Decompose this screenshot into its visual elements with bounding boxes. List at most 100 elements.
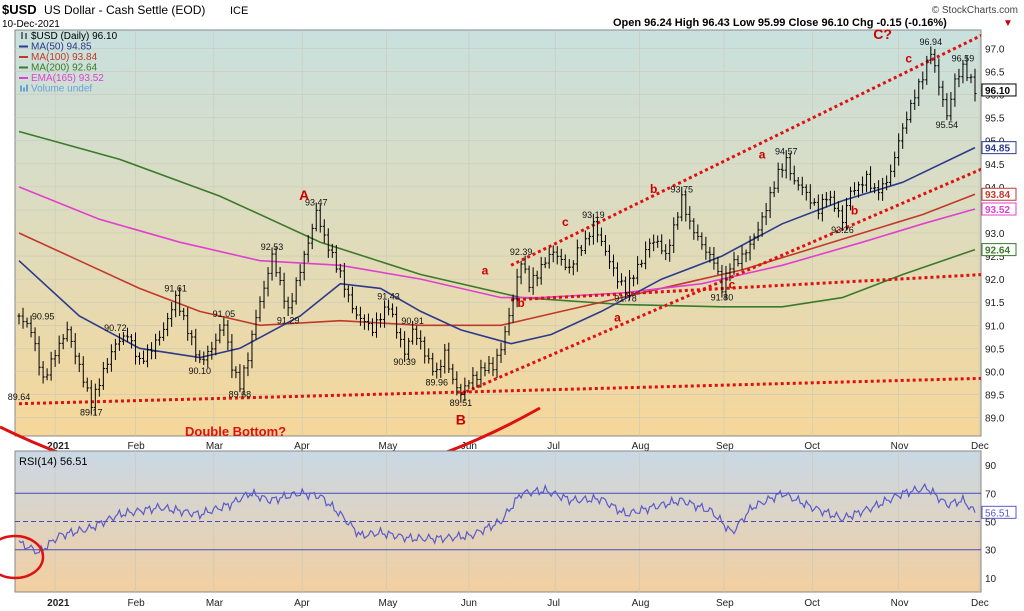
price-tick-label: 96.5: [985, 68, 1005, 79]
ohlc-bar: [885, 175, 889, 191]
ohlc-bar: [350, 286, 354, 314]
ohlc-bar: [230, 334, 234, 379]
ohlc-bar: [648, 238, 652, 258]
ohlc-bar: [676, 212, 680, 230]
ohlc-bar: [459, 383, 463, 403]
ohlc-bar: [85, 377, 89, 392]
ohlc-bar: [362, 314, 367, 330]
ohlc-bar: [507, 307, 511, 336]
price-axis: 89.089.590.090.591.091.592.092.593.093.5…: [985, 44, 1005, 424]
ohlc-bar: [893, 151, 897, 178]
price-label: 90.39: [393, 357, 416, 367]
last-value-text: 96.10: [985, 86, 1010, 97]
wave-label: a: [482, 264, 489, 278]
ohlc-bar: [218, 323, 222, 344]
ohlc-bar: [688, 206, 692, 230]
ohlc-bar: [756, 221, 760, 241]
ohlc-bar: [443, 343, 447, 374]
ohlc-bar: [178, 287, 182, 317]
month-label: May: [379, 598, 398, 609]
last-value-tags: 96.10 94.85 93.84 93.52 92.64: [981, 83, 1017, 257]
ohlc-bar: [539, 256, 543, 285]
ohlc-bar: [89, 380, 93, 415]
ohlc-bar: [796, 177, 800, 191]
month-label: Feb: [127, 441, 145, 452]
rsi-tick-label: 50: [985, 518, 997, 529]
chart-symbol: $USD: [2, 2, 37, 17]
price-tick-label: 97.0: [985, 44, 1005, 55]
ohlc-bar: [917, 78, 921, 107]
ohlc-bar: [374, 312, 379, 338]
ohlc-bar: [720, 264, 724, 298]
ohlc-bar: [644, 241, 648, 270]
ohlc-bar: [712, 247, 716, 270]
ohlc-bar: [53, 349, 57, 367]
ohlc-bar: [145, 344, 150, 368]
last-value-tag: 94.85: [981, 141, 1017, 155]
ohlc-bar: [330, 243, 334, 258]
last-value-text: 92.64: [985, 246, 1010, 257]
ohlc-bar: [840, 205, 845, 231]
ohlc-bar: [194, 328, 198, 362]
ohlc-bar: [551, 245, 555, 263]
ohlc-bar: [310, 223, 314, 250]
ohlc-bar: [447, 342, 451, 374]
ohlc-bar: [901, 123, 905, 149]
ohlc-bar: [403, 331, 407, 363]
ohlc-bar: [844, 197, 849, 231]
ohlc-bar: [342, 262, 346, 298]
ohlc-bar: [394, 306, 399, 339]
ohlc-bar: [57, 335, 61, 364]
ohlc-bar: [965, 55, 969, 82]
ohlc-bar: [555, 246, 559, 265]
ohlc-bar: [125, 327, 130, 343]
price-label: 96.94: [920, 37, 943, 47]
wave-label: c: [562, 215, 569, 229]
ohlc-bar: [941, 80, 945, 107]
price-label: 91.61: [164, 284, 187, 294]
ohlc-bar: [760, 212, 764, 237]
ohlc-bar: [784, 150, 788, 179]
ohlc-bar: [716, 256, 720, 275]
ohlc-bar: [318, 204, 322, 233]
ohlc-bar: [97, 378, 101, 397]
ohlc-bar: [631, 274, 636, 287]
ohlc-bar: [921, 71, 925, 90]
ohlc-bar: [820, 194, 824, 222]
legend-text: EMA(165) 93.52: [31, 73, 104, 84]
wave-label: b: [517, 296, 524, 310]
ohlc-bar: [302, 250, 306, 281]
legend-text: MA(100) 93.84: [31, 52, 98, 63]
legend-item: Volume undef: [20, 84, 92, 95]
price-label: 93.19: [582, 210, 605, 220]
ohlc-bar: [603, 235, 608, 256]
ohlc-bar: [897, 133, 901, 166]
ohlc-bar: [567, 259, 571, 274]
copyright: © StockCharts.com: [932, 5, 1018, 16]
ohlc-bar: [29, 315, 33, 338]
ohlc-bar: [587, 232, 591, 246]
price-label: 91.80: [711, 292, 734, 302]
ohlc-bar: [728, 263, 732, 282]
price-tick-label: 91.0: [985, 321, 1005, 332]
ohlc-bar: [969, 73, 973, 84]
ohlc-bar: [266, 267, 270, 297]
ohlc-bar: [210, 341, 214, 360]
month-label: 2021: [47, 598, 70, 609]
ohlc-bar: [929, 46, 933, 65]
legend-item: MA(200) 92.64: [19, 63, 98, 74]
month-label: Nov: [891, 441, 909, 452]
ohlc-bar: [860, 176, 865, 194]
ohlc-bar: [17, 313, 21, 325]
ohlc-bar: [306, 234, 310, 263]
month-label: Oct: [804, 598, 820, 609]
ohlc-bar: [615, 262, 620, 289]
ohlc-bar: [262, 280, 266, 309]
legend-text: $USD (Daily) 96.10: [31, 31, 118, 42]
rsi-tick-label: 70: [985, 489, 997, 500]
ohlc-bar: [764, 202, 768, 226]
ohlc-bar: [174, 290, 178, 318]
ohlc-readout: Open 96.24 High 96.43 Low 95.99 Close 96…: [613, 17, 947, 29]
month-label: Feb: [127, 598, 145, 609]
